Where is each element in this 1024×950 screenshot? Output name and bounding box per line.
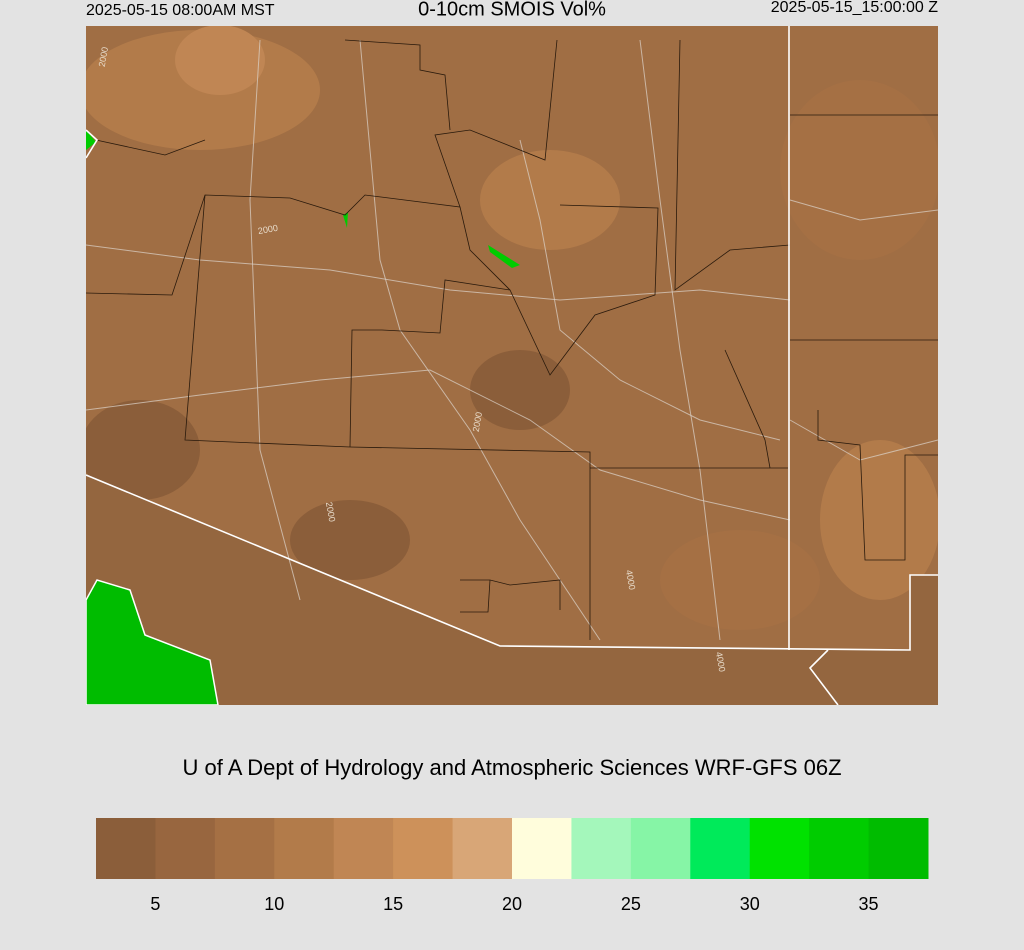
contour-label: 2000: [257, 223, 278, 236]
color-bin: [452, 818, 513, 879]
dry-patch: [86, 400, 200, 500]
colorbar-tick-label: 10: [264, 894, 284, 914]
color-bin: [749, 818, 810, 879]
colorbar: 5 10 15 20 25 30 35: [96, 818, 929, 914]
color-bin: [333, 818, 394, 879]
border: [459, 204, 659, 376]
border: [381, 279, 511, 334]
colorbar-tick-label: 35: [859, 894, 879, 914]
valid-utc: 2025-05-15_15:00:00 Z: [771, 0, 938, 16]
border: [86, 39, 558, 296]
contour-label: 2000: [97, 46, 110, 67]
map: 2000 2000 2000 2000 4000 4000: [86, 26, 938, 705]
color-bin: [512, 818, 572, 879]
border: [790, 114, 938, 561]
colorbar-tick-label: 15: [383, 894, 403, 914]
color-bin: [214, 818, 275, 879]
intl-border: [86, 474, 938, 651]
credit: U of A Dept of Hydrology and Atmospheric…: [182, 755, 841, 780]
border: [724, 349, 771, 469]
moist-patch: [480, 150, 620, 250]
colorbar-tick-label: 5: [150, 894, 160, 914]
title: 0-10cm SMOIS Vol%: [418, 0, 606, 20]
colorbar-tick-label: 30: [740, 894, 760, 914]
road: [249, 39, 301, 601]
lake: [343, 212, 348, 228]
moist-patch: [175, 26, 265, 95]
mexico: [86, 475, 938, 705]
road: [359, 39, 601, 641]
color-bin: [274, 818, 335, 879]
border: [349, 329, 382, 448]
color-bin: [393, 818, 454, 879]
road: [789, 419, 938, 461]
border: [674, 39, 791, 291]
contour-label: 4000: [624, 569, 637, 590]
colorbar-tick-label: 25: [621, 894, 641, 914]
road: [519, 139, 781, 441]
road: [639, 39, 721, 641]
color-bin: [155, 818, 216, 879]
colorbar-tick-label: 20: [502, 894, 522, 914]
moist-patch: [820, 440, 938, 600]
moist-patch: [780, 80, 938, 260]
contour-label: 2000: [471, 411, 484, 432]
contour-label: 2000: [324, 501, 337, 522]
valid-local: 2025-05-15 08:00AM MST: [86, 2, 275, 19]
border: [95, 39, 561, 613]
road: [789, 199, 938, 221]
color-bin: [571, 818, 632, 879]
color-bin: [868, 818, 929, 879]
color-bin: [96, 818, 156, 879]
contour-label: 4000: [714, 651, 727, 672]
state-border: [808, 649, 839, 705]
lake: [488, 245, 520, 268]
water: [86, 130, 96, 150]
road: [86, 369, 791, 521]
state-border: [86, 129, 99, 159]
color-bin: [690, 818, 751, 879]
color-bin: [630, 818, 691, 879]
contour-labels: 2000 2000 2000 2000 4000 4000: [97, 46, 728, 672]
moist-patch: [660, 530, 820, 630]
color-bin: [809, 818, 870, 879]
dry-patch: [470, 350, 570, 430]
dry-patch: [290, 500, 410, 580]
gulf: [86, 579, 219, 705]
